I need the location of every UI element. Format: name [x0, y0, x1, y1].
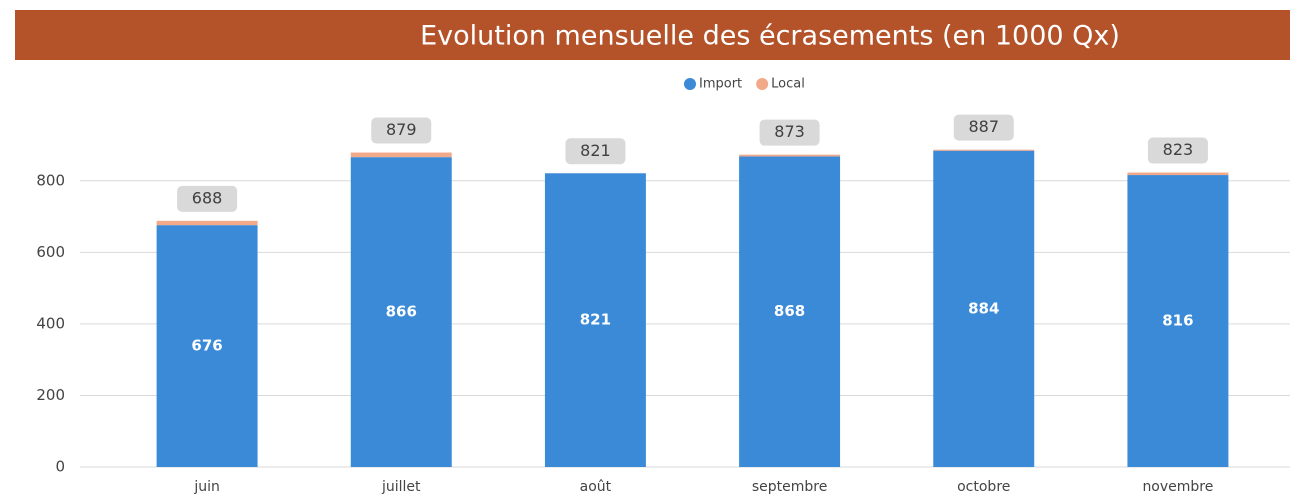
- x-tick-label: août: [580, 479, 612, 495]
- y-tick-label: 0: [55, 458, 65, 476]
- bar-value-label: 884: [968, 299, 999, 317]
- total-label-box: [953, 114, 1014, 141]
- total-label-box: [1147, 137, 1208, 164]
- total-label-box: [565, 138, 626, 165]
- bar-value-label: 866: [386, 303, 417, 321]
- legend-label: Local: [771, 77, 805, 92]
- total-label-box: [177, 185, 238, 212]
- y-tick-label: 800: [36, 171, 65, 189]
- total-label: 688: [192, 188, 223, 207]
- bar-segment: [156, 220, 258, 226]
- x-tick-label: octobre: [957, 479, 1010, 495]
- bar-segment: [350, 152, 452, 158]
- total-label: 879: [386, 120, 417, 139]
- total-label: 821: [580, 141, 611, 160]
- x-tick-label: juillet: [381, 479, 421, 495]
- bar-value-label: 821: [580, 311, 611, 329]
- bar-segment: [350, 157, 452, 468]
- total-label-box: [759, 119, 820, 146]
- bar-segment: [1127, 172, 1229, 176]
- x-tick-label: juin: [193, 479, 220, 495]
- bar-segment: [933, 149, 1035, 151]
- chart-title: Evolution mensuelle des écrasements (en …: [420, 21, 1120, 52]
- total-label: 823: [1163, 140, 1194, 159]
- bar-segment: [739, 154, 841, 157]
- bar-segment: [1127, 175, 1229, 467]
- legend-label: Import: [699, 77, 742, 92]
- total-label-box: [371, 117, 432, 144]
- y-tick-label: 400: [36, 314, 65, 332]
- total-label: 887: [968, 117, 999, 136]
- legend-swatch: [756, 78, 769, 90]
- bar-value-label: 868: [774, 302, 805, 320]
- bar-value-label: 816: [1162, 312, 1193, 330]
- x-tick-label: novembre: [1142, 479, 1213, 495]
- legend-swatch: [684, 78, 696, 90]
- bar-value-label: 676: [191, 337, 222, 355]
- bar-segment: [933, 150, 1035, 468]
- bar-segment: [544, 173, 646, 467]
- total-label: 873: [774, 122, 805, 141]
- y-tick-label: 600: [36, 243, 65, 261]
- title-bar: [15, 10, 1290, 60]
- bar-segment: [156, 225, 258, 467]
- x-tick-label: septembre: [752, 479, 827, 495]
- bar-segment: [739, 156, 841, 467]
- y-tick-label: 200: [36, 386, 65, 404]
